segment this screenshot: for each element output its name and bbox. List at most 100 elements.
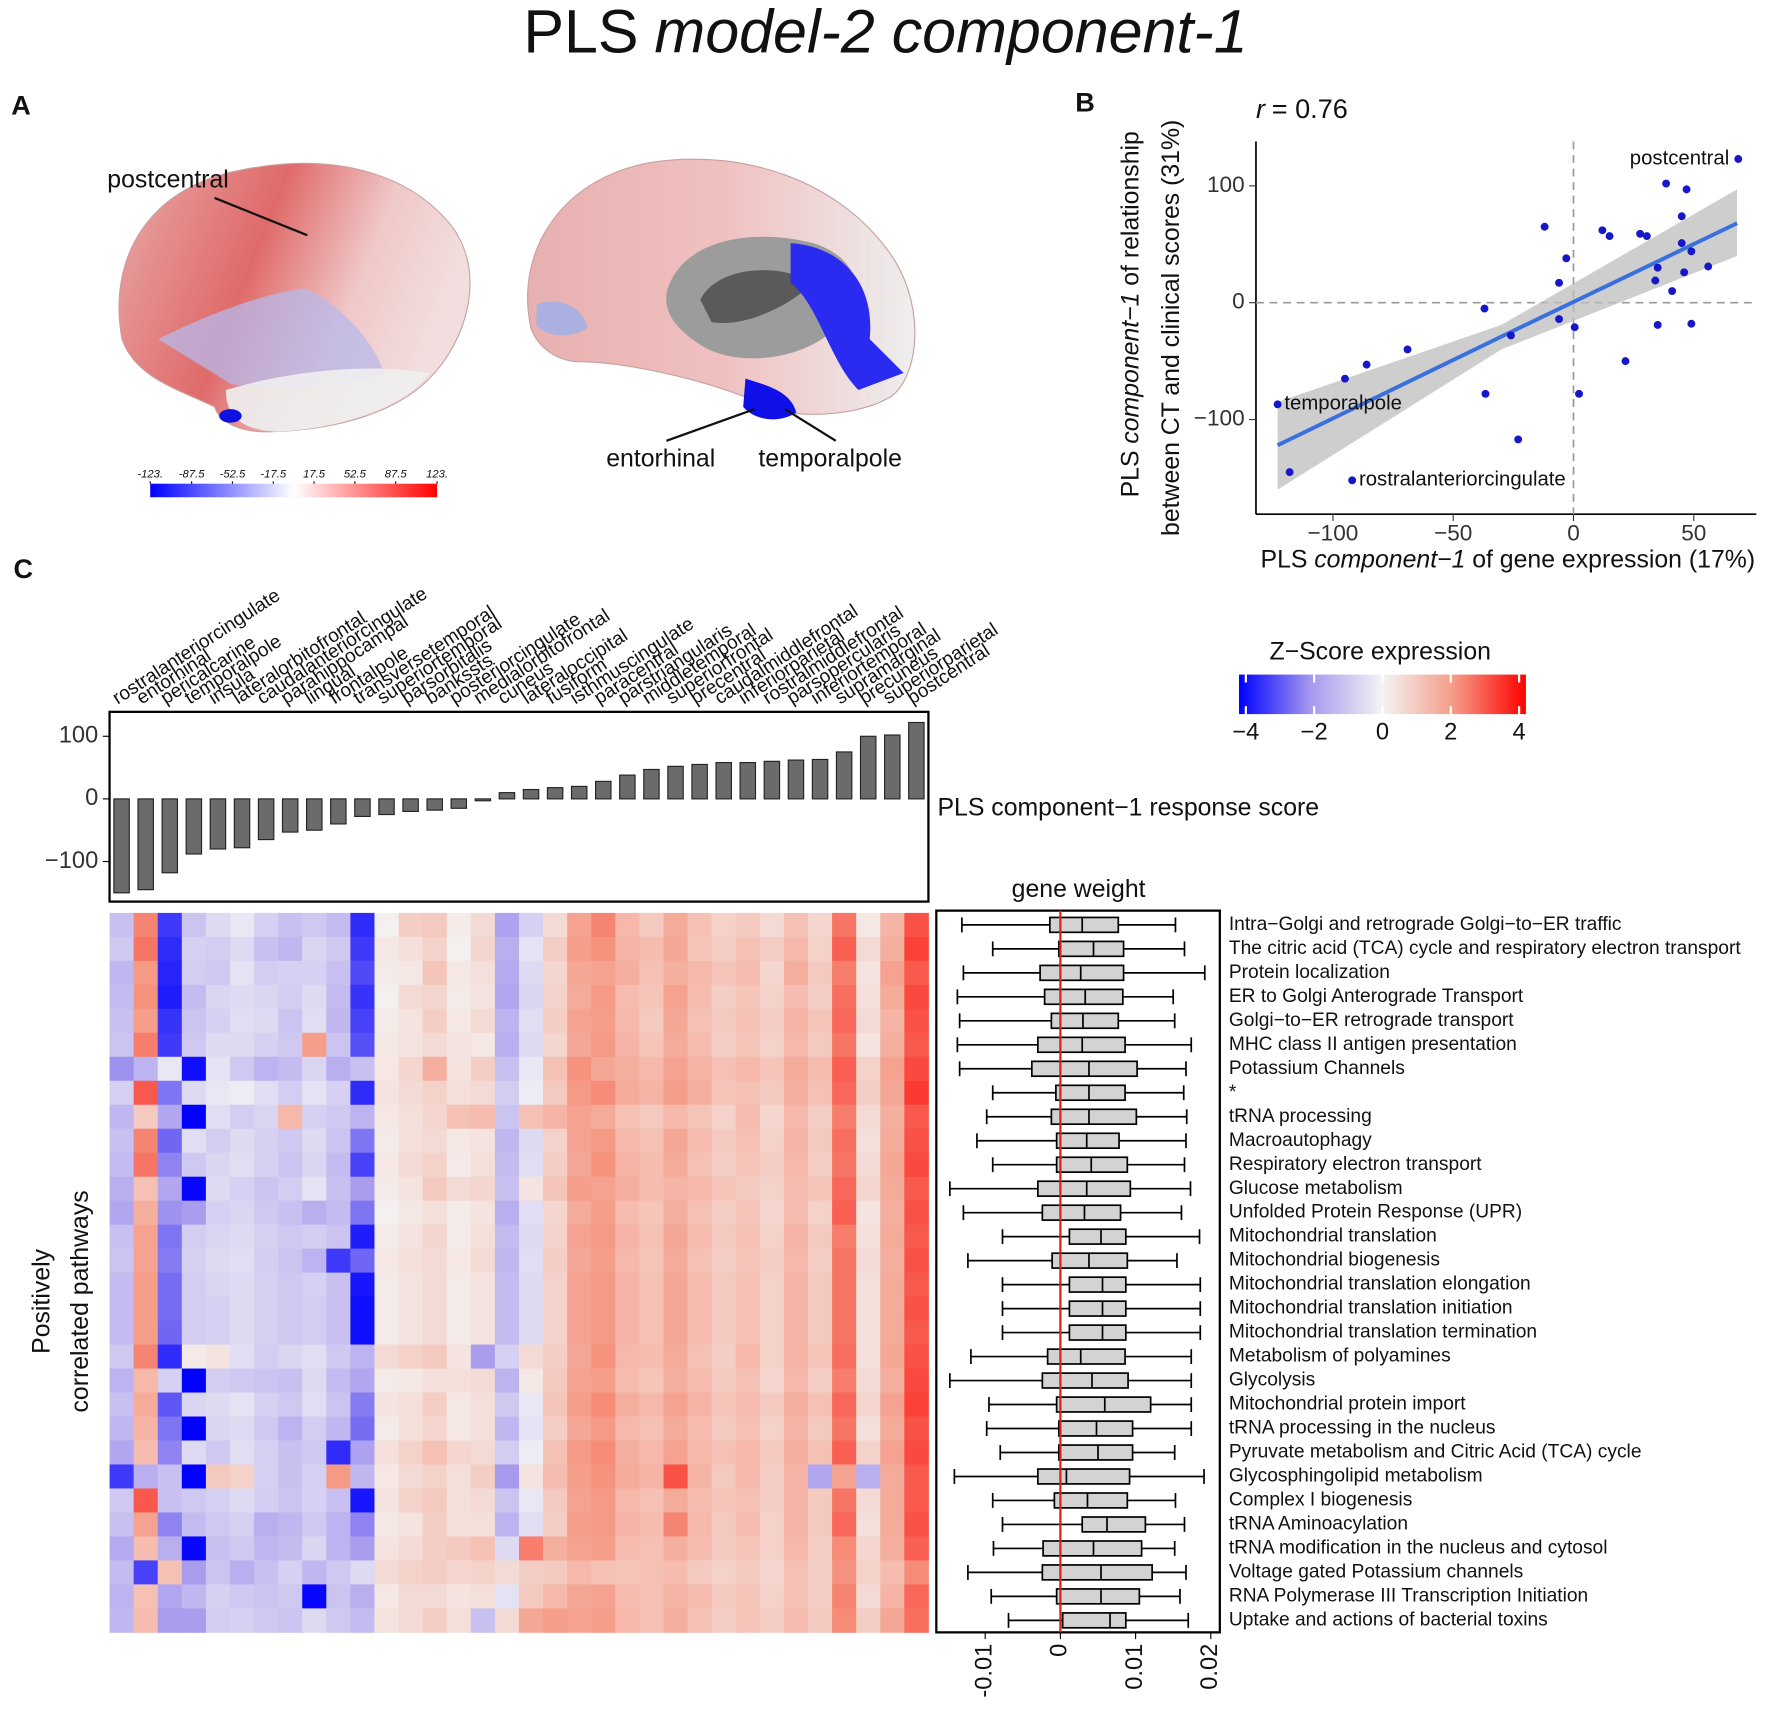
- heatmap-cell: [832, 1056, 857, 1082]
- heatmap-cell: [832, 1536, 857, 1561]
- heatmap-cell: [446, 1464, 472, 1489]
- heatmap-cell: [374, 1512, 400, 1537]
- heatmap-cell: [615, 1512, 640, 1537]
- heatmap-cell: [494, 1272, 520, 1298]
- heatmap-cell: [735, 1368, 761, 1393]
- heatmap-cell: [687, 1176, 713, 1202]
- heatmap-cell: [157, 1464, 183, 1489]
- heatmap-cell: [133, 1200, 159, 1226]
- heatmap-cell: [109, 1008, 135, 1034]
- heatmap-cell: [639, 1512, 664, 1537]
- heatmap-cell: [470, 1464, 496, 1489]
- heatmap-cell: [591, 1224, 616, 1250]
- heatmap-cell: [229, 912, 255, 938]
- heatmap-cell: [518, 1344, 544, 1370]
- heatmap-cell: [759, 1128, 785, 1154]
- plot-frame: [935, 909, 1221, 1634]
- heatmap-cell: [783, 1032, 809, 1058]
- heatmap-cell: [229, 1080, 255, 1106]
- heatmap-cell: [254, 1416, 279, 1441]
- heatmap-cell: [759, 1584, 785, 1609]
- heatmap-cell: [181, 1536, 207, 1561]
- heatmap-cell: [567, 1176, 592, 1202]
- heatmap-cell: [639, 1008, 664, 1034]
- heatmap-cell: [133, 1104, 159, 1130]
- heatmap-cell: [663, 1560, 689, 1585]
- y-tick-label: −100: [1194, 406, 1245, 431]
- heatmap-cell: [832, 1344, 857, 1370]
- heatmap-cell: [494, 984, 520, 1010]
- bar: [643, 768, 660, 800]
- bar: [450, 798, 468, 809]
- heatmap-cell: [157, 1416, 183, 1441]
- heatmap-cell: [205, 1560, 231, 1585]
- heatmap-cell: [446, 1296, 472, 1322]
- heatmap-cell: [518, 1608, 544, 1633]
- heatmap-cell: [109, 1488, 135, 1513]
- heatmap-cell: [856, 1152, 881, 1178]
- box: [1068, 1276, 1127, 1293]
- heatmap-cell: [567, 1368, 592, 1393]
- box: [1055, 1132, 1120, 1150]
- heatmap-cell: [494, 1320, 520, 1346]
- heatmap-cell: [374, 1560, 400, 1585]
- heatmap-cell: [711, 984, 737, 1010]
- heatmap-cell: [109, 1464, 135, 1489]
- heatmap-cell: [446, 1392, 472, 1417]
- heatmap-cell: [783, 1344, 809, 1370]
- heatmap-cell: [181, 1008, 207, 1034]
- heatmap-cell: [181, 1560, 207, 1585]
- heatmap-cell: [663, 1248, 689, 1274]
- box: [1053, 1492, 1129, 1509]
- heatmap-cell: [783, 1296, 809, 1322]
- heatmap-cell: [832, 1584, 857, 1609]
- heatmap-cell: [856, 1200, 881, 1226]
- heatmap-cell: [687, 1224, 713, 1250]
- heatmap-cell: [229, 1488, 255, 1513]
- heatmap-cell: [663, 1176, 689, 1202]
- heatmap-cell: [807, 1464, 833, 1489]
- heatmap-cell: [278, 1608, 303, 1633]
- row-label: RNA Polymerase III Transcription Initiat…: [1229, 1585, 1588, 1606]
- point: [1677, 212, 1686, 221]
- heatmap-cell: [880, 1032, 905, 1058]
- heatmap-cell: [278, 1104, 303, 1130]
- heatmap-cell: [398, 1560, 424, 1585]
- heatmap-cell: [326, 1488, 351, 1513]
- heatmap-cell: [615, 1056, 640, 1082]
- heatmap-cell: [229, 1128, 255, 1154]
- heatmap-cell: [687, 912, 713, 938]
- heatmap-cell: [543, 912, 568, 938]
- heatmap-cell: [326, 1176, 351, 1202]
- heatmap-cell: [518, 1488, 544, 1513]
- heatmap-cell: [109, 1608, 135, 1633]
- heatmap-cell: [494, 1368, 520, 1393]
- heatmap-cell: [663, 1296, 689, 1322]
- row-label: Mitochondrial translation initiation: [1229, 1298, 1513, 1319]
- box: [1068, 1228, 1127, 1245]
- heatmap-cell: [518, 1512, 544, 1537]
- heatmap-cell: [326, 1272, 351, 1298]
- chart-title: gene weight: [1012, 876, 1146, 903]
- heatmap-cell: [109, 1320, 135, 1346]
- heatmap-cell: [446, 1224, 472, 1250]
- heatmap-cell: [807, 984, 833, 1010]
- heatmap-cell: [278, 1008, 303, 1034]
- heatmap-cell: [422, 1368, 448, 1393]
- heatmap-cell: [687, 1272, 713, 1298]
- heatmap-cell: [735, 1536, 761, 1561]
- heatmap-cell: [518, 1032, 544, 1058]
- bar: [498, 792, 516, 800]
- heatmap-cell: [398, 1416, 424, 1441]
- heatmap-cell: [302, 1320, 327, 1346]
- heatmap-cell: [543, 1008, 568, 1034]
- heatmap-cell: [278, 1272, 303, 1298]
- heatmap-cell: [567, 912, 592, 938]
- bar: [378, 798, 395, 816]
- heatmap-cell: [302, 1608, 327, 1633]
- heatmap-cell: [807, 1296, 833, 1322]
- heatmap-cell: [254, 1248, 279, 1274]
- heatmap-cell: [181, 1368, 207, 1393]
- heatmap-cell: [422, 1080, 448, 1106]
- colorbar-tick-label: -17.5: [260, 469, 286, 481]
